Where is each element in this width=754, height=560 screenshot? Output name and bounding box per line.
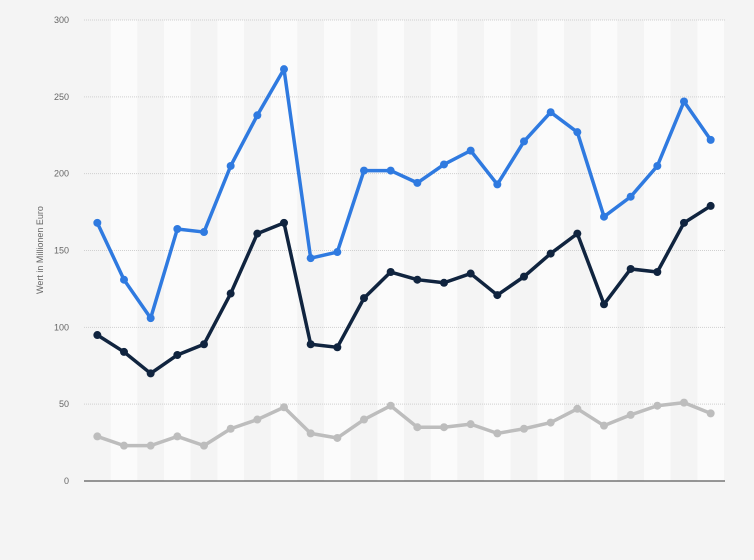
data-point[interactable] xyxy=(93,331,102,340)
series-1 xyxy=(93,201,715,378)
data-point[interactable] xyxy=(360,166,368,175)
data-point[interactable] xyxy=(680,218,688,227)
data-point[interactable] xyxy=(626,410,635,419)
data-point[interactable] xyxy=(440,160,448,169)
data-point[interactable] xyxy=(520,137,528,146)
data-point[interactable] xyxy=(413,423,422,432)
data-point[interactable] xyxy=(253,415,262,424)
y-tick-label: 100 xyxy=(54,322,69,332)
series-group xyxy=(93,65,715,450)
series-line xyxy=(96,204,712,376)
data-point[interactable] xyxy=(146,314,155,323)
y-tick-label: 300 xyxy=(54,15,69,25)
series-line xyxy=(95,67,713,320)
data-point[interactable] xyxy=(93,218,102,227)
gridlines xyxy=(84,19,725,405)
data-point[interactable] xyxy=(680,398,688,407)
data-point[interactable] xyxy=(626,192,635,201)
y-axis-label: Wert in Millionen Euro xyxy=(35,206,45,294)
data-point[interactable] xyxy=(466,269,475,278)
series-2 xyxy=(93,398,715,450)
data-point[interactable] xyxy=(146,441,155,450)
data-point[interactable] xyxy=(653,401,662,410)
data-point[interactable] xyxy=(200,340,208,349)
y-tick-label: 0 xyxy=(64,476,69,486)
data-point[interactable] xyxy=(626,264,635,273)
data-point[interactable] xyxy=(653,161,662,170)
data-point[interactable] xyxy=(253,229,262,238)
data-point[interactable] xyxy=(173,432,182,441)
data-point[interactable] xyxy=(706,135,715,144)
data-point[interactable] xyxy=(120,347,128,356)
data-point[interactable] xyxy=(600,300,608,309)
data-point[interactable] xyxy=(413,275,422,284)
y-tick-label: 150 xyxy=(54,246,69,256)
data-point[interactable] xyxy=(360,294,368,303)
data-point[interactable] xyxy=(386,401,395,410)
data-point[interactable] xyxy=(280,65,288,74)
data-point[interactable] xyxy=(253,111,262,120)
data-point[interactable] xyxy=(386,268,395,277)
data-point[interactable] xyxy=(440,278,448,287)
data-point[interactable] xyxy=(680,97,688,106)
data-point[interactable] xyxy=(493,429,502,438)
series-line xyxy=(96,400,712,448)
data-point[interactable] xyxy=(226,161,235,170)
data-point[interactable] xyxy=(333,343,342,352)
data-point[interactable] xyxy=(200,441,208,450)
data-point[interactable] xyxy=(226,289,235,298)
y-axis-ticks: 0 50 100 150 200 250 300 xyxy=(54,15,69,486)
data-point[interactable] xyxy=(200,228,208,237)
data-point[interactable] xyxy=(226,424,235,433)
data-point[interactable] xyxy=(120,441,128,450)
data-point[interactable] xyxy=(493,180,502,189)
data-point[interactable] xyxy=(306,340,315,349)
data-point[interactable] xyxy=(146,369,155,378)
data-point[interactable] xyxy=(280,403,288,412)
data-point[interactable] xyxy=(706,201,715,210)
data-point[interactable] xyxy=(653,268,662,277)
data-point[interactable] xyxy=(120,275,128,284)
data-point[interactable] xyxy=(466,146,475,155)
data-point[interactable] xyxy=(306,254,315,263)
data-point[interactable] xyxy=(573,229,582,238)
data-point[interactable] xyxy=(360,415,368,424)
data-point[interactable] xyxy=(386,166,395,175)
series-0 xyxy=(93,65,715,323)
y-tick-label: 50 xyxy=(59,399,69,409)
data-point[interactable] xyxy=(333,248,342,257)
data-point[interactable] xyxy=(333,433,342,442)
data-point[interactable] xyxy=(600,421,608,430)
data-point[interactable] xyxy=(440,423,448,432)
data-point[interactable] xyxy=(280,218,288,227)
data-point[interactable] xyxy=(573,404,582,413)
data-point[interactable] xyxy=(173,350,182,359)
data-point[interactable] xyxy=(520,272,528,281)
data-point[interactable] xyxy=(546,108,555,117)
data-point[interactable] xyxy=(413,178,422,187)
data-point[interactable] xyxy=(466,420,475,429)
data-point[interactable] xyxy=(706,409,715,418)
data-point[interactable] xyxy=(306,429,315,438)
data-point[interactable] xyxy=(546,249,555,258)
data-point[interactable] xyxy=(520,424,528,433)
y-tick-label: 250 xyxy=(54,92,69,102)
data-point[interactable] xyxy=(173,224,182,233)
data-point[interactable] xyxy=(493,291,502,300)
data-point[interactable] xyxy=(600,212,608,221)
data-point[interactable] xyxy=(93,432,102,441)
data-point[interactable] xyxy=(546,418,555,427)
data-point[interactable] xyxy=(573,128,582,137)
y-tick-label: 200 xyxy=(54,169,69,179)
